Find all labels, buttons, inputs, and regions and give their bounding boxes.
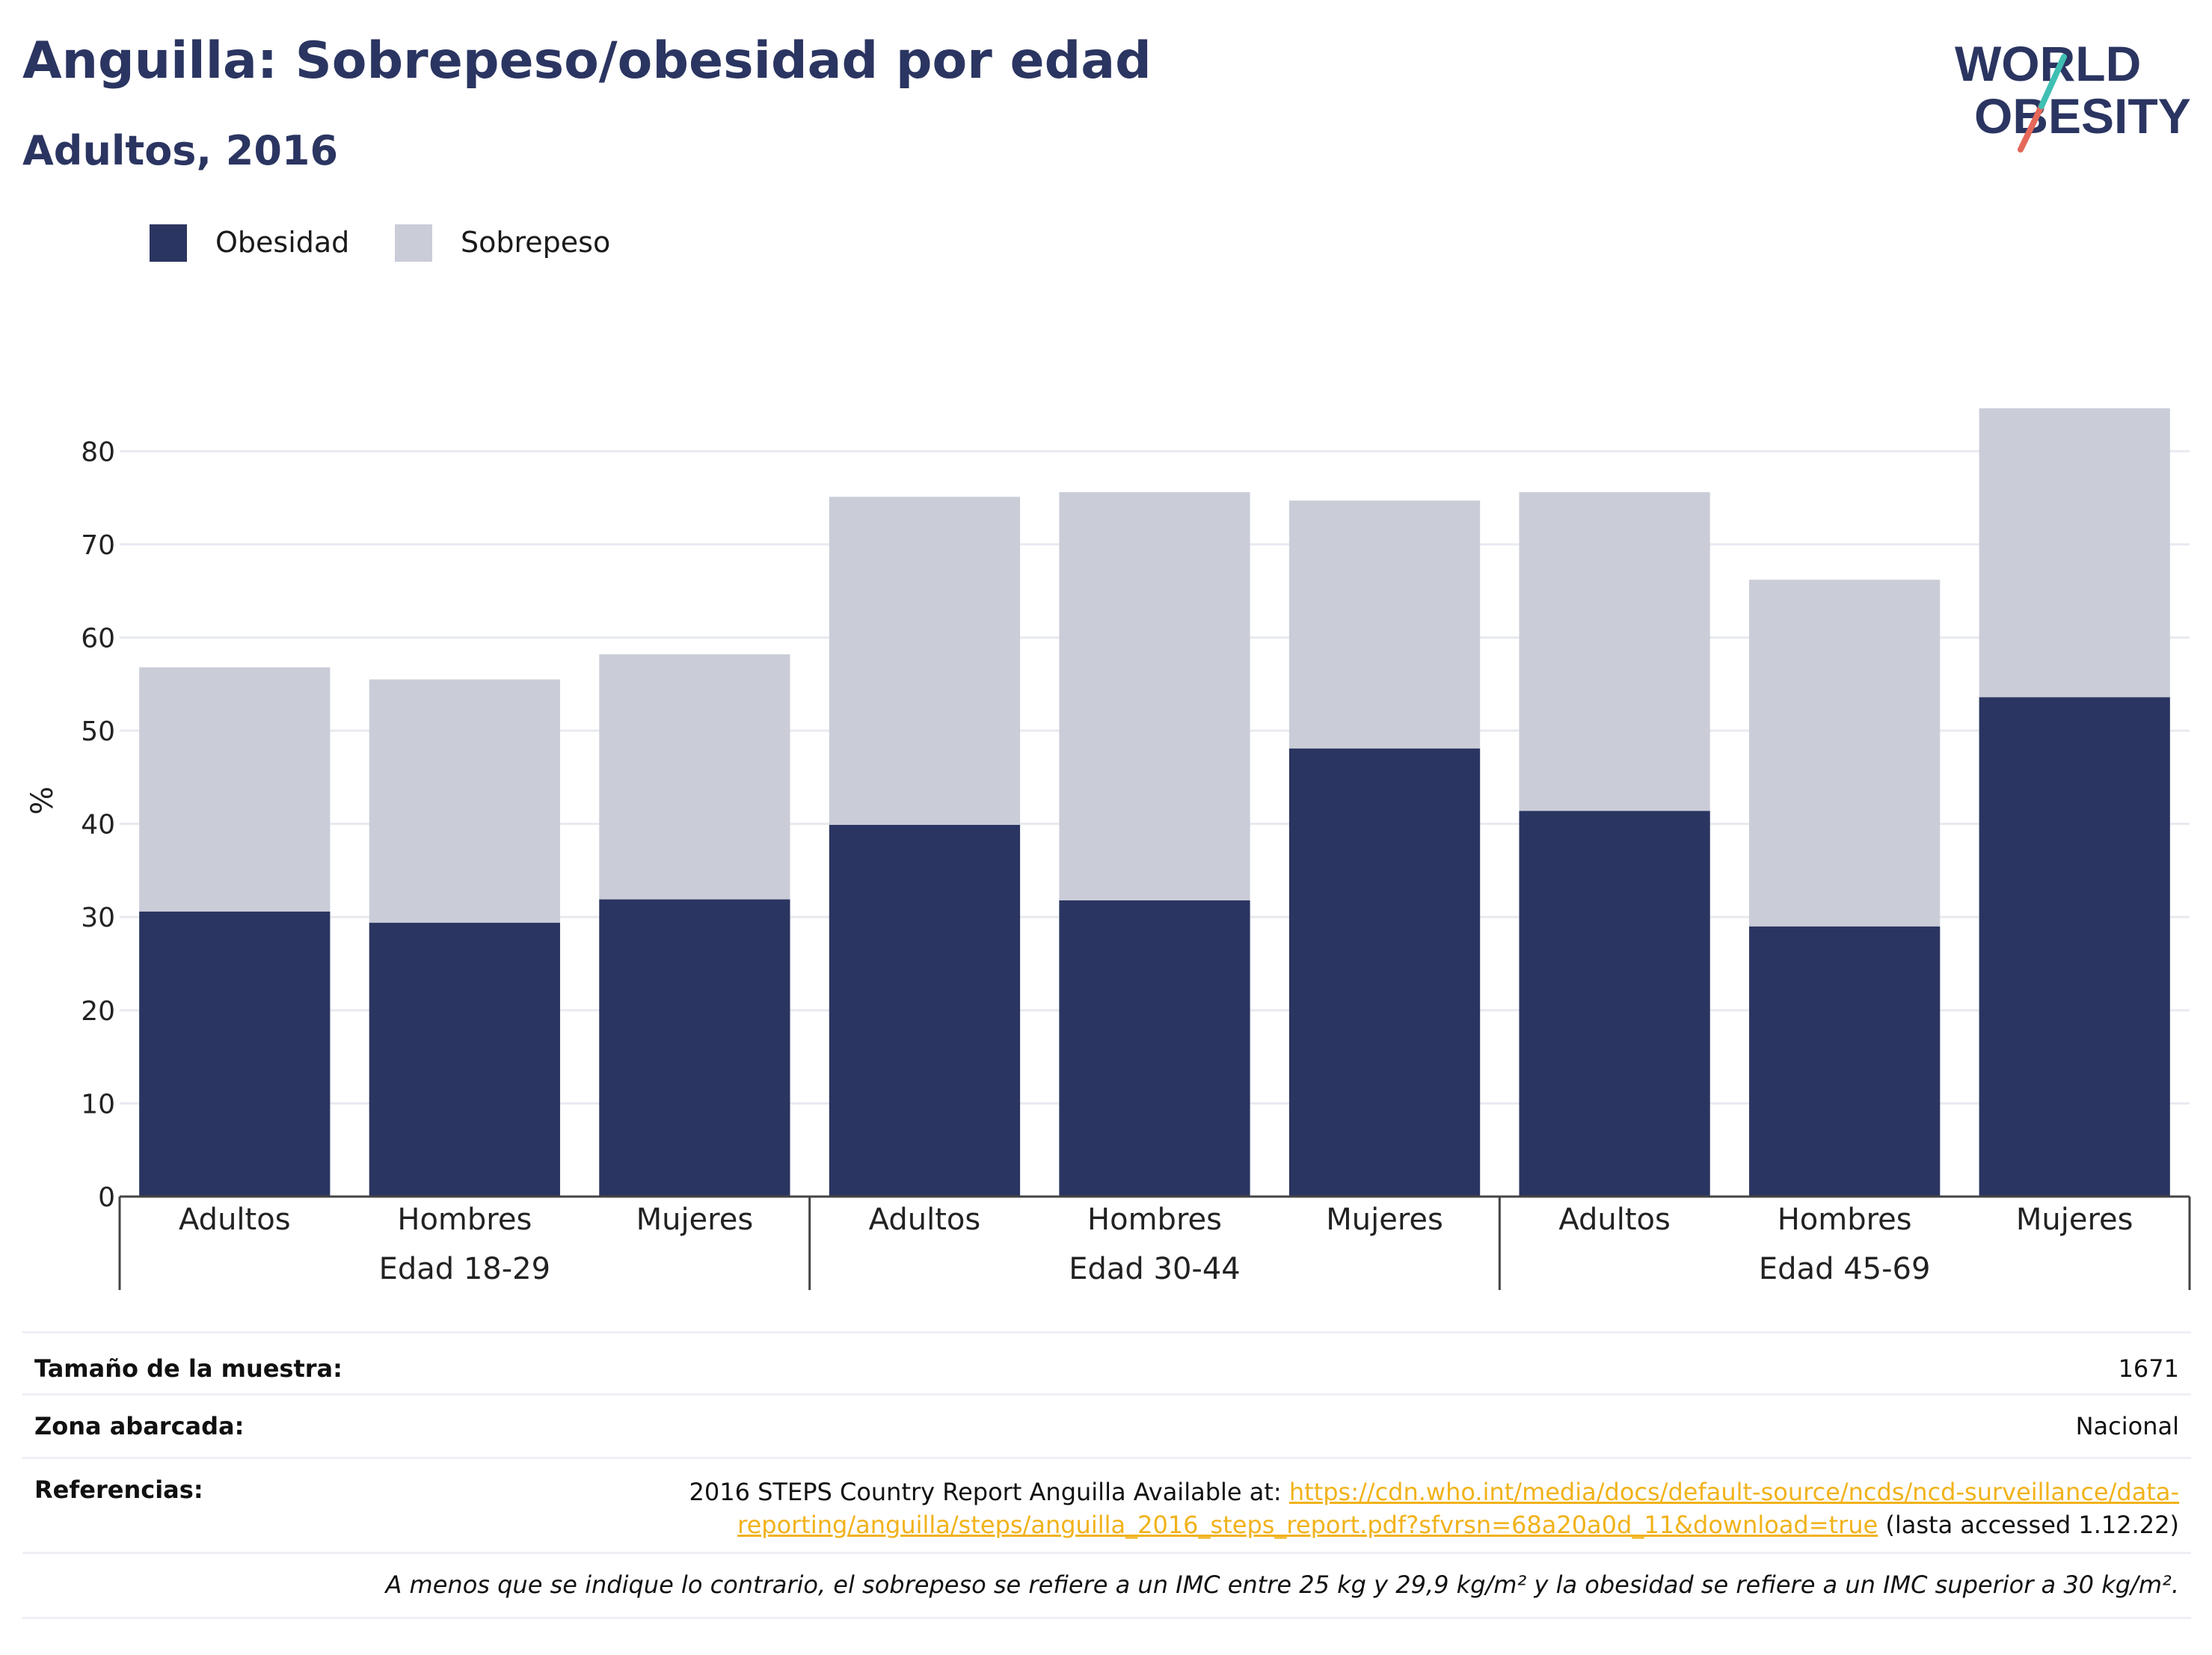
x-tick-label: Hombres bbox=[397, 1203, 532, 1237]
bar-sobrepeso-5 bbox=[1288, 500, 1481, 749]
legend-swatch-sobrepeso bbox=[395, 224, 432, 262]
x-tick-label: Mujeres bbox=[2016, 1203, 2133, 1237]
bar-sobrepeso-4 bbox=[1059, 492, 1250, 900]
bar-obesidad-2 bbox=[599, 899, 790, 1197]
bar-obesidad-4 bbox=[1059, 900, 1250, 1197]
chart-title: Anguilla: Sobrepeso/obesidad por edad bbox=[22, 31, 1152, 90]
group-label: Edad 18-29 bbox=[379, 1252, 551, 1286]
bar-obesidad-6 bbox=[1519, 811, 1710, 1197]
y-tick-label: 20 bbox=[81, 996, 115, 1027]
footer-row-note: A menos que se indique lo contrario, el … bbox=[22, 1552, 2191, 1619]
group-label: Edad 30-44 bbox=[1069, 1252, 1241, 1286]
bar-obesidad-7 bbox=[1749, 926, 1941, 1197]
chart-footer: Tamaño de la muestra: 1671 Zona abarcada… bbox=[22, 1331, 2191, 1619]
area-label: Zona abarcada: bbox=[34, 1412, 245, 1440]
references-suffix: (lasta accessed 1.12.22) bbox=[1878, 1511, 2179, 1539]
references-link-part2[interactable]: reporting/anguilla/steps/anguilla_2016_s… bbox=[737, 1511, 1878, 1539]
x-tick-label: Mujeres bbox=[636, 1203, 754, 1237]
bar-obesidad-0 bbox=[139, 911, 331, 1197]
bar-sobrepeso-2 bbox=[599, 654, 790, 900]
bar-sobrepeso-7 bbox=[1749, 580, 1941, 927]
y-tick-label: 70 bbox=[81, 530, 115, 561]
references-label: Referencias: bbox=[34, 1476, 203, 1504]
y-tick-label: 10 bbox=[81, 1089, 115, 1120]
x-tick-label: Adultos bbox=[1558, 1203, 1671, 1237]
bar-obesidad-1 bbox=[369, 922, 560, 1197]
sample-size-value: 1671 bbox=[2118, 1354, 2179, 1383]
sample-size-label: Tamaño de la muestra: bbox=[34, 1354, 342, 1383]
y-tick-label: 50 bbox=[81, 716, 115, 747]
logo-line2: OBESITY bbox=[1974, 88, 2191, 144]
bar-sobrepeso-0 bbox=[139, 667, 331, 912]
y-tick-label: 0 bbox=[98, 1182, 115, 1213]
legend-label-obesidad: Obesidad bbox=[215, 226, 350, 259]
bar-obesidad-5 bbox=[1288, 748, 1481, 1197]
references-link-part1[interactable]: https://cdn.who.int/media/docs/default-s… bbox=[1288, 1478, 2179, 1506]
bar-sobrepeso-8 bbox=[1979, 408, 2170, 698]
x-tick-label: Mujeres bbox=[1326, 1203, 1443, 1237]
bar-obesidad-8 bbox=[1979, 697, 2170, 1197]
x-tick-label: Hombres bbox=[1778, 1203, 1912, 1237]
footer-row-area: Zona abarcada: Nacional bbox=[22, 1393, 2191, 1457]
chart-subtitle: Adultos, 2016 bbox=[22, 127, 339, 174]
y-tick-label: 60 bbox=[81, 623, 115, 654]
footnote: A menos que se indique lo contrario, el … bbox=[385, 1570, 2179, 1599]
references-value: 2016 STEPS Country Report Anguilla Avail… bbox=[689, 1476, 2180, 1541]
area-value: Nacional bbox=[2075, 1412, 2179, 1440]
world-obesity-logo: WORLD OBESITY bbox=[1955, 36, 2191, 153]
legend-label-sobrepeso: Sobrepeso bbox=[461, 226, 611, 259]
y-tick-label: 30 bbox=[81, 903, 115, 933]
group-label: Edad 45-69 bbox=[1759, 1252, 1931, 1286]
bar-sobrepeso-3 bbox=[829, 497, 1021, 825]
y-tick-label: 40 bbox=[81, 810, 115, 841]
x-tick-label: Hombres bbox=[1087, 1203, 1222, 1237]
x-tick-label: Adultos bbox=[179, 1203, 291, 1237]
footer-row-references: Referencias: 2016 STEPS Country Report A… bbox=[22, 1457, 2191, 1552]
legend-swatch-obesidad bbox=[150, 224, 187, 262]
x-tick-label: Adultos bbox=[869, 1203, 981, 1237]
logo-line1: WORLD bbox=[1955, 36, 2141, 91]
y-tick-label: 80 bbox=[81, 437, 115, 467]
y-axis-label: % bbox=[25, 786, 60, 814]
footer-row-sample-size: Tamaño de la muestra: 1671 bbox=[22, 1331, 2191, 1393]
bar-obesidad-3 bbox=[829, 824, 1021, 1197]
bar-sobrepeso-1 bbox=[369, 679, 560, 923]
bar-chart: 0 10 20 30 40 50 60 70 80% Adultos Hombres Mujeres A… bbox=[25, 408, 2191, 1290]
references-prefix: 2016 STEPS Country Report Anguilla Avail… bbox=[689, 1478, 1289, 1506]
bar-sobrepeso-6 bbox=[1519, 492, 1710, 811]
